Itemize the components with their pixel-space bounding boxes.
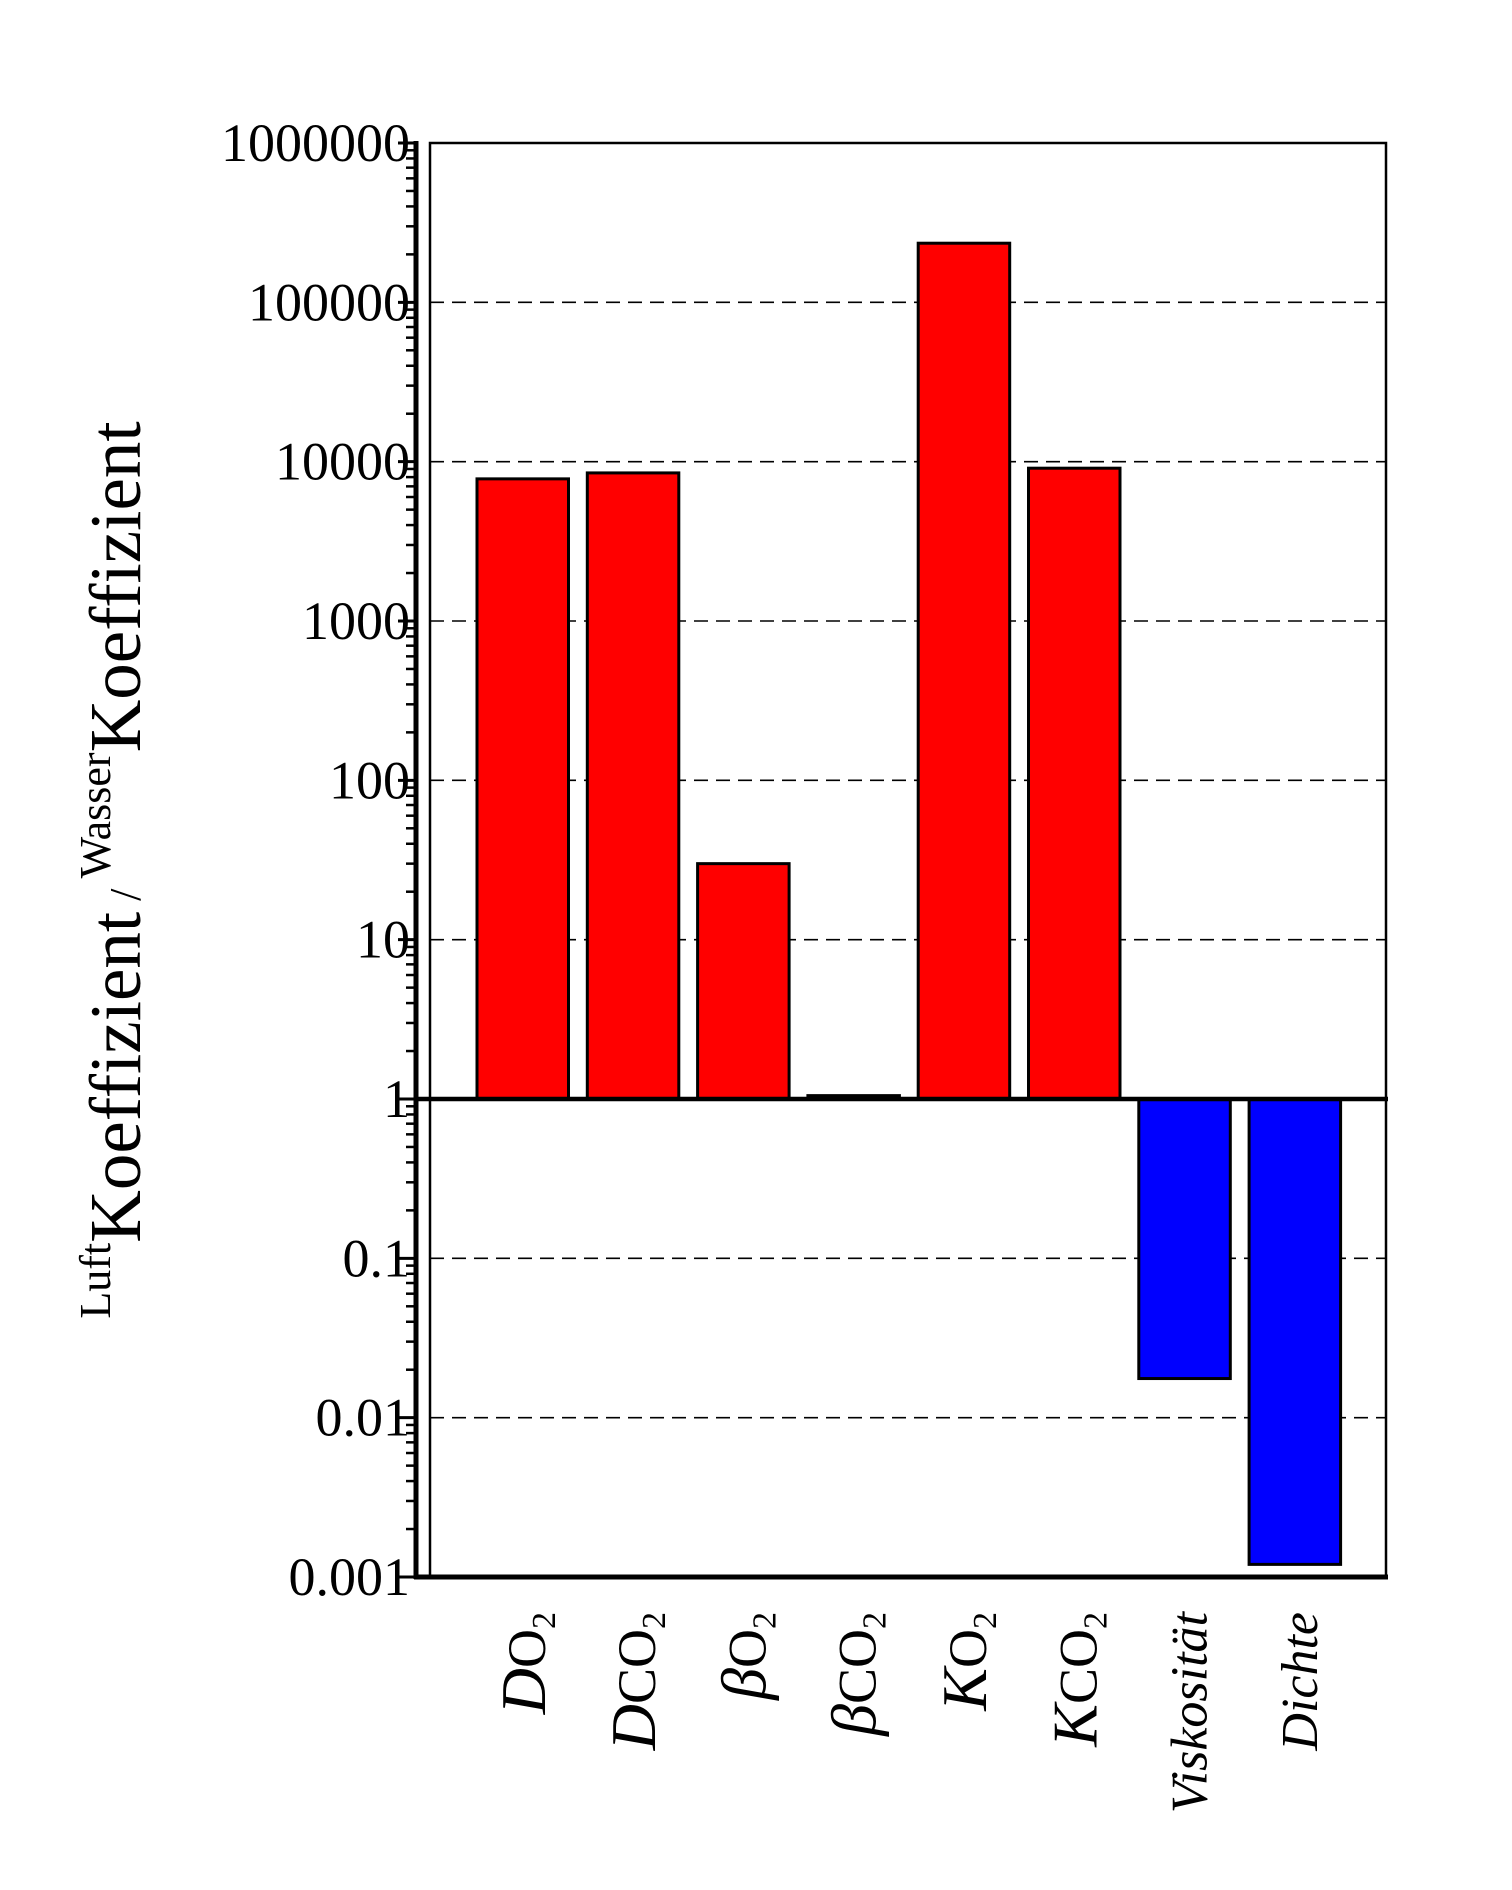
y-tick-label: 0.01	[316, 1388, 411, 1448]
x-label-species: CO	[828, 1629, 888, 1704]
x-label-species: O	[938, 1629, 998, 1668]
y-tick-label: 1000000	[221, 113, 410, 173]
y-tick-label: 100	[329, 750, 410, 810]
y-label-sup-wasser: Wasser	[71, 752, 120, 878]
y-label-main-2: Koeffizient	[75, 421, 156, 752]
x-tick-label: Viskosität	[1162, 1610, 1219, 1813]
x-label-subscript: 2	[746, 1612, 783, 1629]
x-tick-label: DO2	[488, 1612, 563, 1715]
x-label-symbol: β	[819, 1704, 890, 1738]
y-label-sup-luft: Luft	[71, 1243, 120, 1319]
x-label-subscript: 2	[967, 1612, 1004, 1629]
y-tick-label: 10	[356, 910, 410, 970]
y-tick-label: 1000	[302, 591, 410, 651]
plot-frame	[428, 141, 1388, 1579]
y-tick-label: 1	[383, 1069, 410, 1129]
x-label-symbol: K	[929, 1665, 1000, 1712]
gridlines	[430, 301, 1386, 1419]
y-axis-label: LuftKoeffizient / WasserKoeffizient	[71, 421, 156, 1318]
bar	[475, 477, 570, 1101]
x-tick-label: βO2	[708, 1612, 783, 1702]
x-label-subscript: 2	[636, 1612, 673, 1629]
x-label-subscript: 2	[1077, 1612, 1114, 1629]
bars	[475, 241, 1343, 1566]
y-ticks	[398, 141, 416, 1579]
bar	[1247, 1097, 1343, 1566]
bar	[585, 471, 681, 1101]
y-label-main-1: Koeffizient	[75, 912, 156, 1243]
x-label-symbol: D	[598, 1704, 669, 1751]
x-tick-label: βCO2	[819, 1612, 894, 1738]
x-label-symbol: K	[1039, 1701, 1110, 1748]
x-label-subscript: 2	[857, 1612, 894, 1629]
bar	[1137, 1097, 1232, 1381]
y-tick-label: 10000	[275, 432, 410, 492]
x-tick-label: KO2	[929, 1612, 1004, 1712]
x-label-species: O	[497, 1629, 557, 1668]
x-tick-label: KCO2	[1039, 1612, 1114, 1748]
x-tick-label: Dichte	[1272, 1612, 1329, 1752]
x-tick-label: DCO2	[598, 1612, 673, 1751]
x-label-subscript: 2	[526, 1612, 563, 1629]
y-label-separator: /	[101, 878, 150, 911]
bar	[1027, 466, 1122, 1101]
y-tick-labels: 1000000 100000 10000 1000 100 10 1 0.1 0.01 0.001	[221, 113, 410, 1607]
x-label-symbol: D	[488, 1668, 559, 1715]
bar	[696, 862, 791, 1101]
x-label-symbol: Viskosität	[1162, 1610, 1219, 1813]
x-label-species: CO	[1048, 1629, 1108, 1704]
x-label-symbol: β	[708, 1668, 779, 1702]
y-tick-label: 100000	[248, 272, 410, 332]
y-tick-label: 0.001	[289, 1547, 411, 1607]
x-label-symbol: Dichte	[1272, 1612, 1329, 1752]
y-tick-label: 0.1	[343, 1228, 411, 1288]
x-label-species: O	[717, 1629, 777, 1668]
bar	[916, 241, 1012, 1101]
x-label-species: CO	[607, 1629, 667, 1704]
